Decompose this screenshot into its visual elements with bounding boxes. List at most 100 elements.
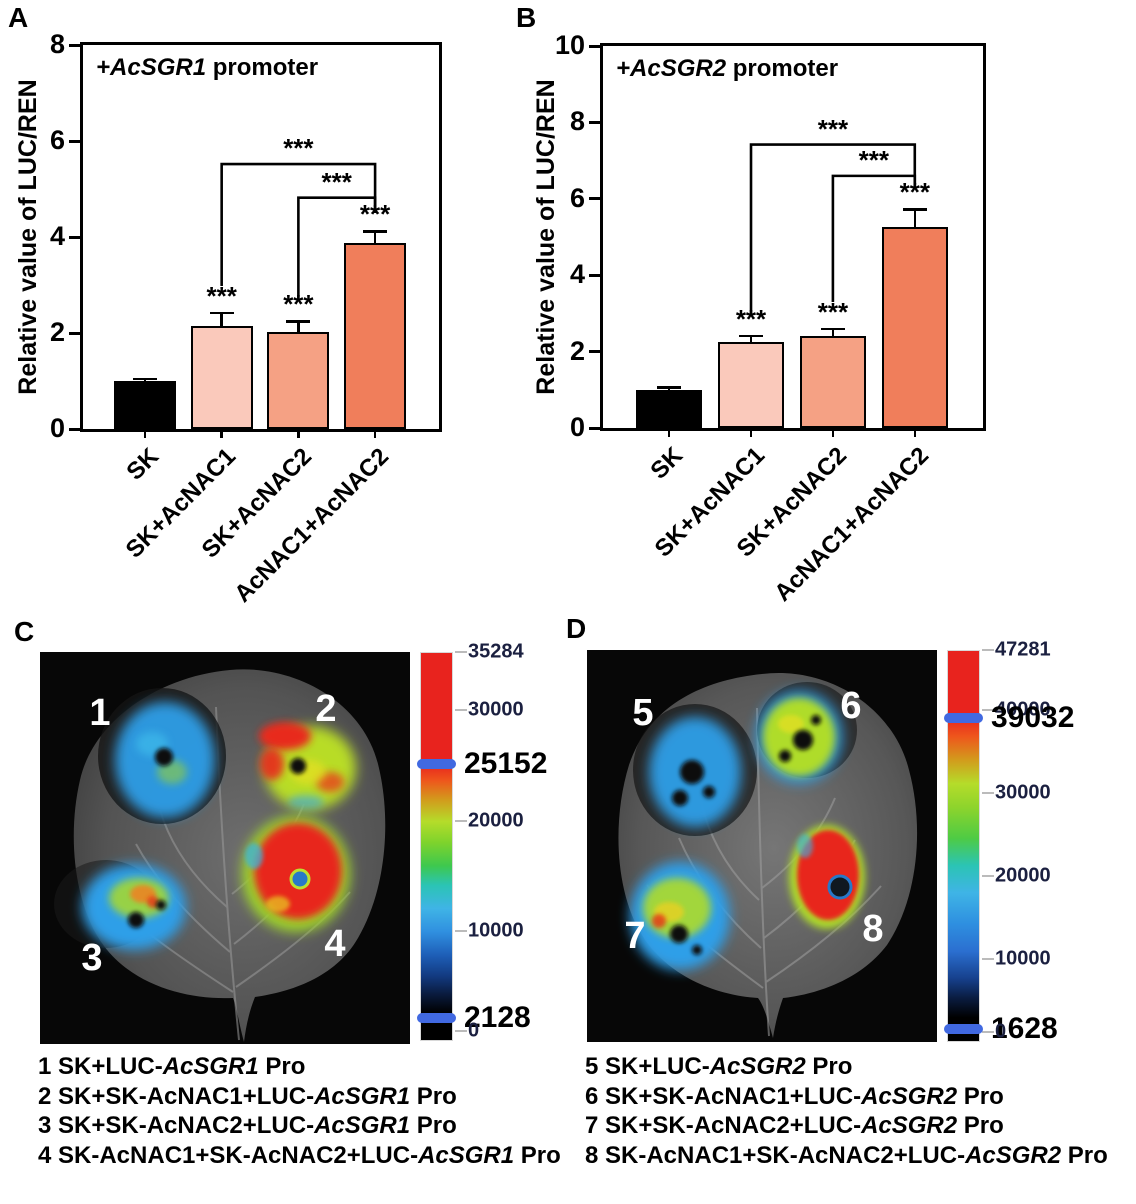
panel-c-label: C — [14, 616, 35, 647]
y-axis-tick — [69, 331, 80, 335]
colorbar-label-20000: 20000 — [995, 864, 1051, 887]
y-axis-tick-label: 8 — [49, 29, 65, 59]
colorbar-label-2128: 2128 — [464, 1000, 531, 1034]
y-axis-tick-label: 8 — [569, 106, 585, 137]
x-axis-tick — [913, 428, 917, 437]
error-bar-cap — [820, 327, 845, 331]
colorbar-label-0: 0 — [468, 1019, 480, 1042]
error-bar-cap — [902, 208, 927, 211]
y-axis-tick — [589, 350, 600, 354]
bar-acnac1-acnac2 — [881, 227, 948, 428]
panel-b-label: B — [516, 2, 537, 33]
legend-d-item-8: 8 SK-AcNAC1+SK-AcNAC2+LUC-AcSGR2 Pro — [585, 1141, 1108, 1171]
gene-name: AcSGR2 — [861, 1112, 958, 1139]
legend-text: 6 SK+SK-AcNAC1+LUC- — [585, 1082, 862, 1110]
legend-c-item-4: 4 SK-AcNAC1+SK-AcNAC2+LUC-AcSGR1 Pro — [38, 1141, 561, 1171]
x-axis-tick — [143, 429, 147, 438]
luminescence-spot-2 — [259, 722, 356, 810]
legend-d-item-6: 6 SK+SK-AcNAC1+LUC-AcSGR2 Pro — [585, 1082, 1108, 1112]
colorbar-label-10000: 10000 — [468, 919, 524, 942]
colorbar-label-1628: 1628 — [991, 1011, 1058, 1045]
error-bar-cap — [209, 311, 234, 315]
y-axis-tick — [589, 426, 600, 430]
legend-text: 4 SK-AcNAC1+SK-AcNAC2+LUC- — [38, 1141, 419, 1169]
legend-text: Pro — [410, 1082, 457, 1110]
y-axis-tick — [69, 139, 80, 143]
error-bar-cap — [132, 377, 157, 381]
y-axis-title-b: Relative value of LUC/REN — [532, 79, 560, 395]
leaf-image-d: 5 6 7 8 — [587, 650, 937, 1042]
colorbar-label-30000: 30000 — [995, 781, 1051, 804]
error-bar — [220, 312, 223, 326]
bracket-stars: *** — [283, 133, 314, 164]
colorbar-label-25152: 25152 — [464, 746, 548, 780]
legend-text: 3 SK+SK-AcNAC2+LUC- — [38, 1112, 315, 1139]
chart-a-title-gene: +AcSGR1 — [96, 54, 207, 81]
x-axis-tick — [749, 428, 753, 437]
legend-text: 2 SK+SK-AcNAC1+LUC- — [38, 1082, 315, 1110]
bracket-stars: *** — [858, 144, 890, 175]
colorbar-label-10000: 10000 — [995, 947, 1051, 970]
legend-text: Pro — [514, 1141, 561, 1169]
panel-a-label: A — [8, 2, 29, 33]
colorbar-tick — [982, 958, 994, 961]
spot-number-8: 8 — [862, 908, 883, 950]
spot-number-4: 4 — [324, 923, 345, 965]
legend-text: 1 SK+LUC- — [38, 1053, 163, 1080]
error-bar-cap — [286, 320, 311, 323]
y-axis-tick-label: 10 — [554, 30, 585, 60]
x-axis-tick — [297, 429, 300, 438]
legend-text: 7 SK+SK-AcNAC2+LUC- — [585, 1112, 862, 1139]
error-bar — [913, 209, 917, 228]
y-axis-tick — [589, 197, 600, 201]
bar-sk-acnac2 — [267, 331, 330, 429]
luminescence-spot-8 — [789, 825, 865, 929]
x-axis-tick — [667, 428, 671, 437]
y-axis-tick — [589, 120, 600, 124]
bar-sk-acnac2 — [799, 336, 866, 428]
error-bar — [297, 321, 300, 332]
legend-text: Pro — [957, 1082, 1004, 1110]
gene-name: AcSGR1 — [314, 1082, 411, 1110]
y-axis-tick — [69, 427, 80, 431]
error-bar-cap — [363, 230, 388, 233]
gene-name: AcSGR2 — [861, 1082, 958, 1110]
legend-text: 8 SK-AcNAC1+SK-AcNAC2+LUC- — [585, 1141, 966, 1169]
gene-name: AcSGR2 — [965, 1141, 1062, 1169]
chart-b-title-rest: promoter — [726, 55, 839, 82]
legend-text: Pro — [1061, 1141, 1108, 1169]
error-bar — [373, 231, 377, 243]
legend-d: 5 SK+LUC-AcSGR2 Pro 6 SK+SK-AcNAC1+LUC-A… — [585, 1052, 1108, 1170]
legend-d-item-5: 5 SK+LUC-AcSGR2 Pro — [585, 1052, 1108, 1082]
x-axis-tick — [831, 428, 835, 437]
y-axis-tick — [589, 273, 600, 277]
error-bar — [831, 328, 835, 337]
legend-text: Pro — [805, 1053, 853, 1080]
panel-d-label: D — [566, 613, 587, 644]
colorbar-label-0: 0 — [995, 1020, 1007, 1043]
legend-d-item-7: 7 SK+SK-AcNAC2+LUC-AcSGR2 Pro — [585, 1111, 1108, 1141]
y-axis-tick-label: 4 — [569, 259, 585, 290]
colorbar-label-35284: 35284 — [468, 640, 524, 663]
significance-stars: *** — [899, 177, 930, 208]
luminescence-spot-3 — [82, 864, 186, 950]
colorbar-tick — [982, 792, 994, 795]
bracket-stars: *** — [321, 166, 352, 197]
chart-b-plot: +AcSGR2 promoter 0 2 4 6 8 10 SK *** SK+AcNAC1 **… — [555, 30, 986, 607]
colorbar-tick — [455, 929, 467, 932]
significance-stars: *** — [206, 280, 237, 311]
bar-sk-acnac1 — [190, 325, 253, 429]
y-axis-tick-label: 2 — [569, 335, 585, 366]
legend-text: Pro — [258, 1053, 306, 1080]
luminescence-spot-4 — [242, 816, 350, 932]
gene-name: AcSGR1 — [162, 1053, 259, 1080]
x-axis-tick — [220, 429, 223, 438]
colorbar-marker — [417, 758, 456, 769]
y-axis-tick — [69, 43, 80, 47]
colorbar-label-30000: 30000 — [468, 698, 524, 721]
legend-c-item-1: 1 SK+LUC-AcSGR1 Pro — [38, 1052, 561, 1082]
luminescence-spot-5 — [649, 717, 741, 827]
luminescence-spot-7 — [630, 862, 730, 970]
x-axis-label: AcNAC1+AcNAC2 — [769, 442, 934, 607]
